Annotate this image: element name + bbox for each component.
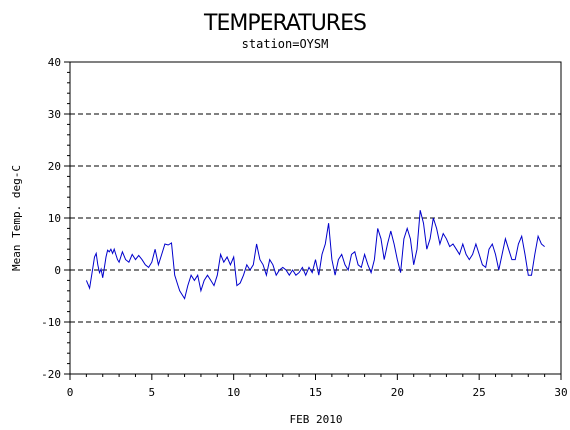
x-axis-label: FEB 2010: [290, 413, 343, 426]
y-tick-label: 10: [48, 212, 61, 225]
x-axis-ticks: 0 5 10 15 20 25 30: [67, 374, 568, 399]
y-tick-label: 30: [48, 108, 61, 121]
y-tick-label: 20: [48, 160, 61, 173]
chart-title: TEMPERATURES: [203, 11, 366, 36]
plot-area-frame: [69, 61, 562, 375]
y-tick-label: -10: [41, 316, 61, 329]
y-tick-label: 40: [48, 56, 61, 69]
x-tick-label: 30: [554, 386, 567, 399]
series-line: [85, 210, 545, 300]
x-tick-label: 5: [149, 386, 156, 399]
y-axis-ticks: -20 -10 0 10 20 30 40: [41, 56, 70, 381]
chart-subtitle: station=OYSM: [242, 37, 329, 51]
x-tick-label: 20: [391, 386, 404, 399]
x-tick-label: 0: [67, 386, 74, 399]
x-tick-label: 25: [473, 386, 486, 399]
gridlines: [70, 61, 561, 323]
x-tick-label: 10: [227, 386, 240, 399]
y-tick-label: -20: [41, 368, 61, 381]
y-tick-label: 0: [54, 264, 61, 277]
y-axis-label: Mean Temp. deg-C: [10, 165, 23, 271]
x-tick-label: 15: [309, 386, 322, 399]
